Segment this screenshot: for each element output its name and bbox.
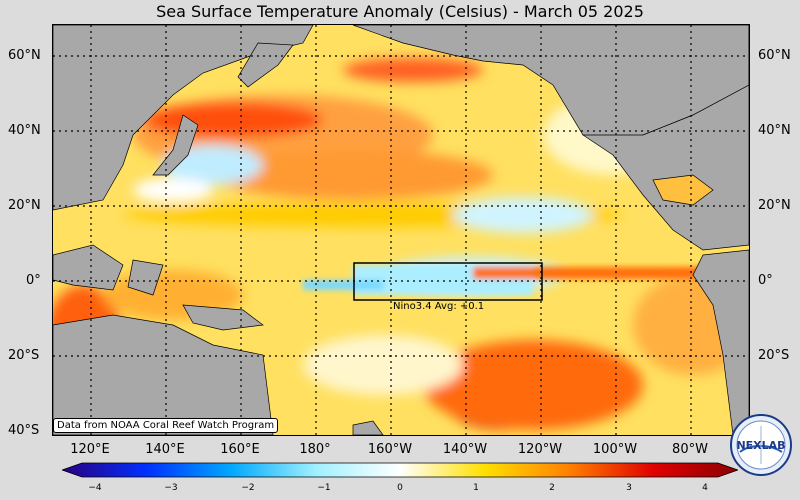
lat-label-right: 0° xyxy=(758,273,773,288)
data-credit: Data from NOAA Coral Reef Watch Program xyxy=(53,418,279,433)
lon-label: 140°E xyxy=(145,442,185,457)
lat-label-right: 20°N xyxy=(758,198,791,213)
lat-label-left: 60°N xyxy=(8,48,41,63)
graticule xyxy=(53,25,749,435)
lat-label-left: 20°N xyxy=(8,198,41,213)
lat-label-left: 40°S xyxy=(8,423,40,438)
lat-label-right: 20°S xyxy=(758,348,790,363)
map-title: Sea Surface Temperature Anomaly (Celsius… xyxy=(156,2,644,21)
nino34-label: Nino3.4 Avg: +0.1 xyxy=(393,301,485,312)
colorbar-tick: −3 xyxy=(164,483,178,493)
lon-label: 140°W xyxy=(442,442,488,457)
lat-label-left: 40°N xyxy=(8,123,41,138)
colorbar-tick: 3 xyxy=(626,483,632,493)
lon-label: 120°W xyxy=(517,442,563,457)
lon-label: 160°E xyxy=(220,442,260,457)
lon-label: 100°W xyxy=(592,442,638,457)
lon-label: 160°W xyxy=(367,442,413,457)
equatorial-tongue xyxy=(303,265,703,295)
lat-label-right: 60°N xyxy=(758,48,791,63)
colorbar-tick: −1 xyxy=(317,483,331,493)
colorbar xyxy=(62,462,738,478)
lon-label: 180° xyxy=(299,442,331,457)
colorbar-tick: −2 xyxy=(241,483,255,493)
lat-label-left: 0° xyxy=(26,273,41,288)
colorbar-tick: 4 xyxy=(702,483,708,493)
sst-anomaly-map xyxy=(52,24,750,436)
nexlab-logo: NEXLAB xyxy=(730,414,792,476)
colorbar-tick: −4 xyxy=(88,483,102,493)
land xyxy=(53,25,749,435)
colorbar-tick: 2 xyxy=(549,483,555,493)
lat-label-right: 40°N xyxy=(758,123,791,138)
colorbar-tick: 1 xyxy=(473,483,479,493)
lon-label: 120°E xyxy=(70,442,110,457)
colorbar-tick: 0 xyxy=(397,483,403,493)
nino34-box xyxy=(353,262,543,301)
map-canvas xyxy=(53,25,749,435)
lon-label: 80°W xyxy=(672,442,708,457)
lat-label-left: 20°S xyxy=(8,348,40,363)
logo-text: NEXLAB xyxy=(736,439,785,452)
